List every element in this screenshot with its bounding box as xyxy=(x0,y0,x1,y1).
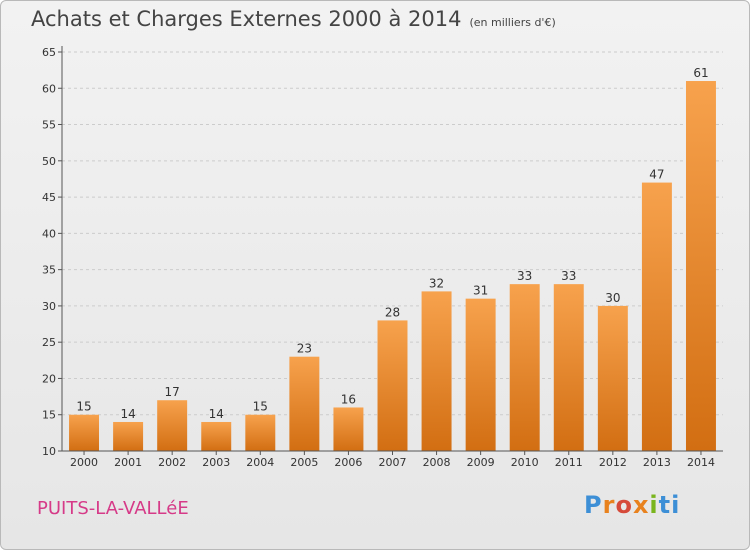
y-tick-label: 50 xyxy=(42,155,56,168)
x-tick-label: 2014 xyxy=(687,456,715,469)
x-tick-label: 2003 xyxy=(202,456,230,469)
bar xyxy=(69,414,100,451)
data-label: 28 xyxy=(385,305,400,319)
x-tick-label: 2004 xyxy=(246,456,274,469)
x-tick-label: 2013 xyxy=(643,456,671,469)
proxiti-logo: Proxiti xyxy=(584,491,681,519)
data-label: 23 xyxy=(297,342,312,356)
x-tick-label: 2010 xyxy=(511,456,539,469)
bar xyxy=(333,407,364,451)
x-tick-label: 2006 xyxy=(334,456,362,469)
y-tick-label: 65 xyxy=(42,46,56,59)
y-tick-label: 45 xyxy=(42,191,56,204)
data-label: 33 xyxy=(517,269,532,283)
data-label: 16 xyxy=(341,392,356,406)
data-label: 15 xyxy=(253,400,268,414)
bar xyxy=(377,320,408,451)
x-tick-label: 2012 xyxy=(599,456,627,469)
data-label: 14 xyxy=(209,407,224,421)
y-tick-label: 20 xyxy=(42,372,56,385)
x-tick-label: 2011 xyxy=(555,456,583,469)
bar xyxy=(245,414,276,451)
data-label: 14 xyxy=(120,407,135,421)
data-label: 17 xyxy=(165,385,180,399)
chart-subtitle: (en milliers d'€) xyxy=(469,16,556,29)
bar xyxy=(509,284,540,451)
y-tick-label: 60 xyxy=(42,82,56,95)
location-label: PUITS-LA-VALLéE xyxy=(37,498,189,519)
data-label: 30 xyxy=(605,291,620,305)
x-tick-label: 2008 xyxy=(423,456,451,469)
axes: 10 15 20 25 30 35 40 45 50 55 60 65 2000 2001 2002 2003… xyxy=(42,46,723,469)
data-label: 47 xyxy=(649,168,664,182)
x-tick-label: 2001 xyxy=(114,456,142,469)
y-tick-label: 15 xyxy=(42,409,56,422)
bar xyxy=(685,81,716,451)
y-tick-label: 55 xyxy=(42,119,56,132)
x-tick-label: 2009 xyxy=(467,456,495,469)
bar xyxy=(597,305,628,451)
bar xyxy=(157,400,188,451)
chart-title-text: Achats et Charges Externes 2000 à 2014 xyxy=(31,7,462,31)
y-tick-label: 10 xyxy=(42,445,56,458)
y-tick-label: 30 xyxy=(42,300,56,313)
bar xyxy=(641,182,672,451)
bar xyxy=(421,291,452,451)
bar xyxy=(113,421,144,451)
bar xyxy=(201,421,232,451)
x-tick-label: 2005 xyxy=(290,456,318,469)
data-label: 32 xyxy=(429,276,444,290)
bar xyxy=(553,284,584,451)
y-tick-label: 40 xyxy=(42,227,56,240)
y-tick-label: 25 xyxy=(42,336,56,349)
bars: 15 14 17 14 15 23 16 28 32 31 33 33 30 47 61 xyxy=(69,66,716,451)
x-tick-label: 2002 xyxy=(158,456,186,469)
data-label: 33 xyxy=(561,269,576,283)
x-tick-label: 2000 xyxy=(70,456,98,469)
data-label: 61 xyxy=(693,66,708,80)
data-label: 31 xyxy=(473,284,488,298)
data-label: 15 xyxy=(76,400,91,414)
x-tick-label: 2007 xyxy=(379,456,407,469)
bar xyxy=(465,298,496,451)
chart-title: Achats et Charges Externes 2000 à 2014 (e… xyxy=(31,7,556,31)
y-tick-label: 35 xyxy=(42,264,56,277)
bar xyxy=(289,356,320,451)
